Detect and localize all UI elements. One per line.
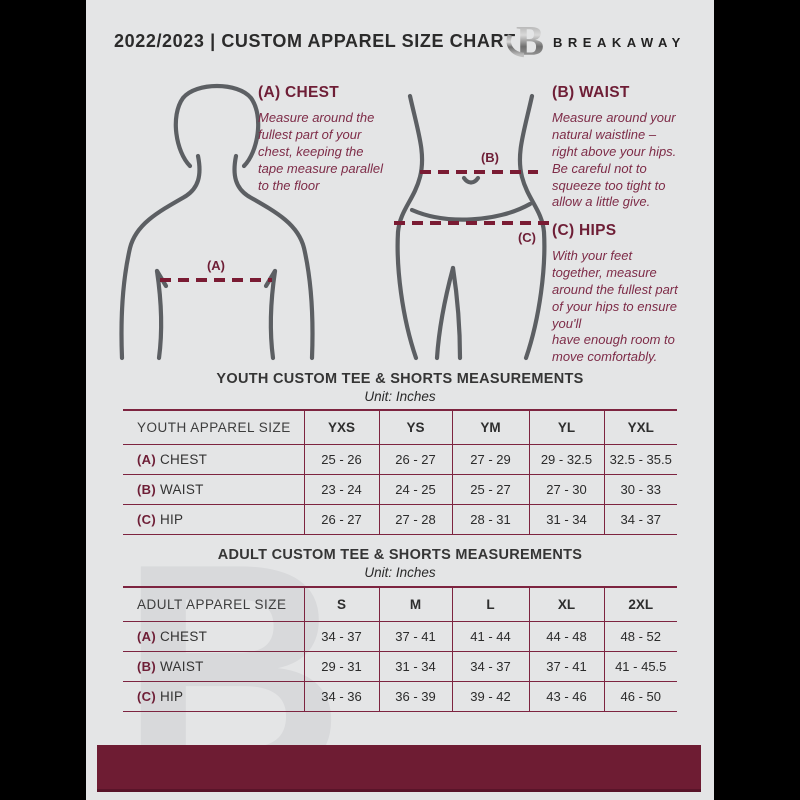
size-label: XL xyxy=(528,586,604,622)
adult-size-table: ADULT APPAREL SIZE S M L XL 2XL (A) CHEST… xyxy=(123,586,677,712)
cell-value: 29 - 31 xyxy=(303,651,379,682)
svg-text:B: B xyxy=(516,19,544,63)
row-label: WAIST xyxy=(159,659,204,674)
table-row: (B) WAIST 23 - 24 24 - 25 25 - 27 27 - 30… xyxy=(123,474,677,505)
brand-name: BREAKAWAY xyxy=(553,35,686,50)
cell-value: 25 - 27 xyxy=(451,474,529,505)
chest-guide-heading: (A) CHEST xyxy=(258,84,340,101)
adult-table-unit: Unit: Inches xyxy=(364,565,436,580)
adult-table-title: ADULT CUSTOM TEE & SHORTS MEASUREMENTS xyxy=(217,547,583,563)
upper-body-figure: (A) xyxy=(119,83,315,361)
footer-accent-bar xyxy=(97,745,701,792)
cell-value: 32.5 - 35.5 xyxy=(603,444,677,475)
cell-value: 26 - 27 xyxy=(303,504,379,535)
table-row: (C) HIP 26 - 27 27 - 28 28 - 31 31 - 34 3… xyxy=(123,504,677,535)
cell-value: 34 - 37 xyxy=(603,504,677,535)
cell-value: 31 - 34 xyxy=(528,504,604,535)
breakaway-logo-icon: B xyxy=(505,15,547,68)
table-row: (A) CHEST 25 - 26 26 - 27 27 - 29 29 - 32… xyxy=(123,444,677,475)
cell-value: 28 - 31 xyxy=(451,504,529,535)
row-label: WAIST xyxy=(159,482,204,497)
table-row: (A) CHEST 34 - 37 37 - 41 41 - 44 44 - 48… xyxy=(123,621,677,652)
cell-value: 25 - 26 xyxy=(303,444,379,475)
size-label: S xyxy=(303,586,379,622)
row-label: HIP xyxy=(159,512,184,527)
youth-size-col-header: YOUTH APPAREL SIZE xyxy=(123,409,304,445)
size-label: YM xyxy=(451,409,529,445)
cell-value: 27 - 29 xyxy=(451,444,529,475)
row-key: (C) xyxy=(137,512,156,527)
row-key: (B) xyxy=(137,482,156,497)
cell-value: 34 - 37 xyxy=(451,651,529,682)
cell-value: 30 - 33 xyxy=(603,474,677,505)
row-key: (A) xyxy=(137,629,156,644)
chest-guide: (A) CHEST Measure around the fullest par… xyxy=(258,84,398,194)
lower-body-figure: (B) (C) xyxy=(394,93,552,361)
page-title: 2022/2023 | CUSTOM APPAREL SIZE CHART xyxy=(114,31,516,51)
row-label: CHEST xyxy=(159,452,208,467)
size-label: YS xyxy=(378,409,452,445)
adult-header-row: ADULT APPAREL SIZE S M L XL 2XL xyxy=(123,586,677,622)
hips-guide-heading: (C) HIPS xyxy=(552,222,617,239)
cell-value: 26 - 27 xyxy=(378,444,452,475)
cell-value: 43 - 46 xyxy=(528,681,604,712)
youth-table-title: YOUTH CUSTOM TEE & SHORTS MEASUREMENTS xyxy=(216,371,584,387)
cell-value: 34 - 36 xyxy=(303,681,379,712)
adult-size-col-header: ADULT APPAREL SIZE xyxy=(123,586,304,622)
waist-guide-text: Measure around your natural waistline – … xyxy=(552,110,677,210)
cell-value: 34 - 37 xyxy=(303,621,379,652)
cell-value: 39 - 42 xyxy=(451,681,529,712)
youth-size-table: YOUTH APPAREL SIZE YXS YS YM YL YXL (A) C… xyxy=(123,409,677,535)
size-label: YXL xyxy=(603,409,677,445)
waist-guide-heading: (B) WAIST xyxy=(552,84,630,101)
cell-value: 37 - 41 xyxy=(378,621,452,652)
cell-value: 44 - 48 xyxy=(528,621,604,652)
cell-value: 23 - 24 xyxy=(303,474,379,505)
chest-marker-label: (A) xyxy=(207,258,225,273)
size-chart-document: 2022/2023 | CUSTOM APPAREL SIZE CHART B … xyxy=(86,0,714,800)
waist-guide: (B) WAIST Measure around your natural wa… xyxy=(552,84,708,211)
table-row: (C) HIP 34 - 36 36 - 39 39 - 42 43 - 46 4… xyxy=(123,681,677,712)
cell-value: 29 - 32.5 xyxy=(528,444,604,475)
youth-table-unit: Unit: Inches xyxy=(364,389,436,404)
chest-guide-text: Measure around the fullest part of your … xyxy=(258,110,384,193)
cell-value: 24 - 25 xyxy=(378,474,452,505)
table-row: (B) WAIST 29 - 31 31 - 34 34 - 37 37 - 41… xyxy=(123,651,677,682)
waist-marker-label: (B) xyxy=(481,150,499,165)
row-key: (A) xyxy=(137,452,156,467)
cell-value: 27 - 30 xyxy=(528,474,604,505)
size-label: L xyxy=(451,586,529,622)
cell-value: 46 - 50 xyxy=(603,681,677,712)
size-label: YXS xyxy=(303,409,379,445)
youth-header-row: YOUTH APPAREL SIZE YXS YS YM YL YXL xyxy=(123,409,677,445)
cell-value: 41 - 45.5 xyxy=(603,651,677,682)
row-key: (C) xyxy=(137,689,156,704)
cell-value: 41 - 44 xyxy=(451,621,529,652)
row-label: HIP xyxy=(159,689,184,704)
cell-value: 37 - 41 xyxy=(528,651,604,682)
cell-value: 36 - 39 xyxy=(378,681,452,712)
hips-marker-label: (C) xyxy=(518,230,536,245)
size-label: M xyxy=(378,586,452,622)
hips-guide: (C) HIPS With your feet together, measur… xyxy=(552,222,708,366)
cell-value: 31 - 34 xyxy=(378,651,452,682)
size-label: YL xyxy=(528,409,604,445)
cell-value: 27 - 28 xyxy=(378,504,452,535)
row-label: CHEST xyxy=(159,629,208,644)
size-label: 2XL xyxy=(603,586,677,622)
hips-guide-text: With your feet together, measure around … xyxy=(552,248,678,365)
row-key: (B) xyxy=(137,659,156,674)
cell-value: 48 - 52 xyxy=(603,621,677,652)
